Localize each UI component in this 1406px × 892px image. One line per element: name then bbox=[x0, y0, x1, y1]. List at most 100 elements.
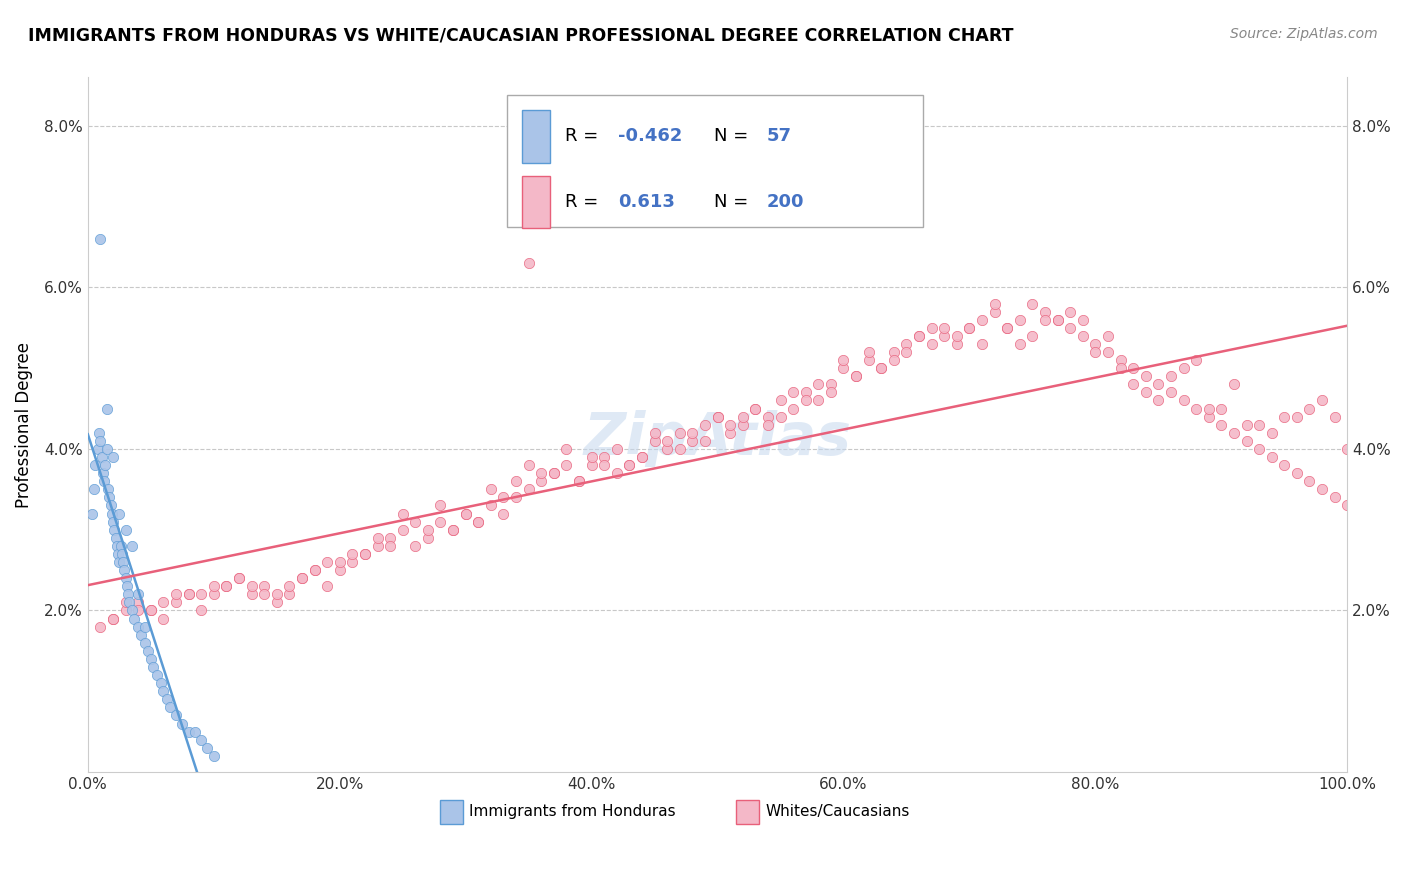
Point bbox=[165, 595, 187, 609]
Point bbox=[467, 515, 489, 529]
Point bbox=[152, 684, 174, 698]
Point bbox=[121, 539, 143, 553]
Point bbox=[1336, 442, 1358, 456]
Point bbox=[718, 417, 741, 432]
Point bbox=[93, 475, 115, 489]
Point bbox=[1109, 353, 1132, 368]
Point bbox=[1185, 401, 1208, 416]
Point bbox=[190, 732, 212, 747]
Bar bbox=[523, 177, 550, 228]
Point bbox=[1021, 329, 1043, 343]
Point bbox=[91, 466, 114, 480]
Point bbox=[165, 587, 187, 601]
FancyBboxPatch shape bbox=[508, 95, 922, 227]
Text: 200: 200 bbox=[766, 194, 804, 211]
Point bbox=[378, 539, 401, 553]
Point bbox=[530, 475, 553, 489]
Point bbox=[1084, 337, 1107, 351]
Point bbox=[1323, 409, 1346, 424]
Point bbox=[84, 458, 107, 472]
Point bbox=[429, 515, 451, 529]
Point bbox=[1109, 361, 1132, 376]
Point bbox=[492, 507, 515, 521]
Point bbox=[644, 434, 666, 448]
Point bbox=[1323, 491, 1346, 505]
Text: N =: N = bbox=[714, 128, 754, 145]
Point bbox=[112, 555, 135, 569]
Point bbox=[354, 547, 377, 561]
Point bbox=[266, 595, 288, 609]
Point bbox=[1147, 377, 1170, 392]
Point bbox=[177, 587, 200, 601]
Point bbox=[202, 579, 225, 593]
Point bbox=[959, 320, 981, 334]
Point bbox=[105, 539, 128, 553]
Point bbox=[668, 442, 690, 456]
Point bbox=[845, 369, 868, 384]
Point bbox=[1059, 320, 1081, 334]
Point bbox=[291, 571, 314, 585]
Point bbox=[1173, 393, 1195, 408]
Point bbox=[152, 611, 174, 625]
Point bbox=[1046, 312, 1069, 326]
Point bbox=[156, 692, 179, 706]
Bar bbox=[440, 800, 463, 824]
Point bbox=[782, 385, 804, 400]
Point bbox=[127, 619, 149, 633]
Point bbox=[832, 361, 855, 376]
Point bbox=[1059, 304, 1081, 318]
Point bbox=[118, 595, 141, 609]
Point bbox=[782, 401, 804, 416]
Point bbox=[278, 579, 301, 593]
Point bbox=[391, 523, 413, 537]
Text: Source: ZipAtlas.com: Source: ZipAtlas.com bbox=[1230, 27, 1378, 41]
Point bbox=[1298, 401, 1320, 416]
Point bbox=[517, 256, 540, 270]
Point bbox=[555, 458, 578, 472]
Point bbox=[101, 450, 124, 464]
Point bbox=[1008, 337, 1031, 351]
Point bbox=[883, 345, 905, 359]
Point bbox=[253, 587, 276, 601]
Point bbox=[177, 587, 200, 601]
Point bbox=[870, 361, 893, 376]
Point bbox=[96, 442, 118, 456]
Point bbox=[693, 417, 716, 432]
Point bbox=[342, 555, 364, 569]
Point bbox=[184, 724, 207, 739]
Point bbox=[114, 603, 136, 617]
Point bbox=[896, 345, 918, 359]
Point bbox=[101, 611, 124, 625]
Point bbox=[581, 450, 603, 464]
Point bbox=[693, 434, 716, 448]
Point bbox=[1310, 393, 1333, 408]
Point bbox=[820, 377, 842, 392]
Point bbox=[619, 458, 641, 472]
Point bbox=[1071, 312, 1094, 326]
Point bbox=[94, 458, 117, 472]
Point bbox=[121, 603, 143, 617]
Point bbox=[416, 531, 439, 545]
Point bbox=[1097, 329, 1119, 343]
Point bbox=[87, 442, 110, 456]
Point bbox=[1135, 369, 1157, 384]
Point bbox=[127, 603, 149, 617]
Point bbox=[959, 320, 981, 334]
Point bbox=[983, 296, 1005, 310]
Point bbox=[367, 531, 389, 545]
Point bbox=[1173, 361, 1195, 376]
Point bbox=[103, 523, 125, 537]
Point bbox=[1272, 409, 1295, 424]
Point bbox=[142, 660, 165, 674]
Point bbox=[505, 491, 527, 505]
Point bbox=[794, 393, 817, 408]
Point bbox=[124, 611, 146, 625]
Point bbox=[517, 458, 540, 472]
Point bbox=[89, 232, 111, 246]
Point bbox=[329, 563, 352, 577]
Point bbox=[731, 417, 754, 432]
Point bbox=[127, 587, 149, 601]
Point bbox=[139, 652, 162, 666]
Point bbox=[101, 515, 124, 529]
Point bbox=[1223, 425, 1246, 440]
